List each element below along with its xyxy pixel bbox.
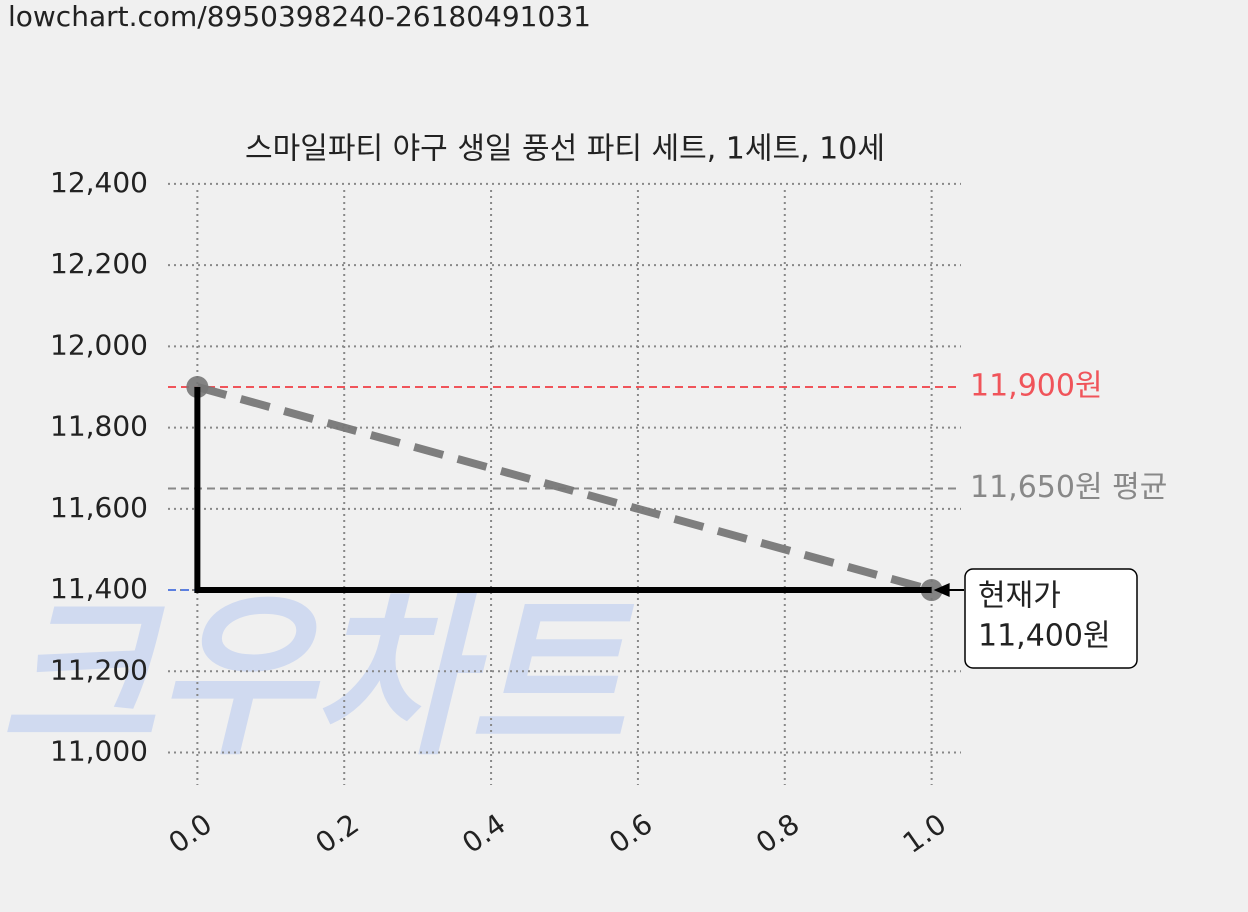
annotation-box xyxy=(964,568,1138,669)
y-tick-label: 11,800 xyxy=(50,410,148,443)
reference-label: 11,650원 평균 xyxy=(970,470,1167,505)
annotation-text: 11,400원 xyxy=(978,619,1111,654)
reference-label: 11,900원 xyxy=(970,368,1103,403)
y-tick-label: 11,400 xyxy=(50,572,148,605)
x-tick-label: 0.8 xyxy=(750,807,805,860)
y-tick-label: 12,400 xyxy=(50,166,148,199)
x-tick-label: 0.0 xyxy=(163,807,218,860)
y-tick-label: 11,000 xyxy=(50,735,148,768)
chart-title: 스마일파티 야구 생일 풍선 파티 세트, 1세트, 10세 xyxy=(245,132,885,167)
y-tick-label: 12,000 xyxy=(50,328,148,361)
x-tick-label: 1.0 xyxy=(897,807,952,860)
x-tick-label: 0.2 xyxy=(309,807,364,860)
x-tick-label: 0.4 xyxy=(456,807,511,860)
annotation-text: 현재가 xyxy=(978,579,1061,614)
y-tick-label: 11,600 xyxy=(50,491,148,524)
y-tick-label: 12,200 xyxy=(50,247,148,280)
series-line xyxy=(194,386,932,594)
series-line xyxy=(196,383,933,594)
x-tick-label: 0.6 xyxy=(603,807,658,860)
y-tick-label: 11,200 xyxy=(50,653,148,686)
annotation-arrowhead xyxy=(933,583,950,598)
watermark: 크우차트 xyxy=(0,577,635,780)
url: lowchart.com/8950398240-26180491031 xyxy=(8,0,591,33)
